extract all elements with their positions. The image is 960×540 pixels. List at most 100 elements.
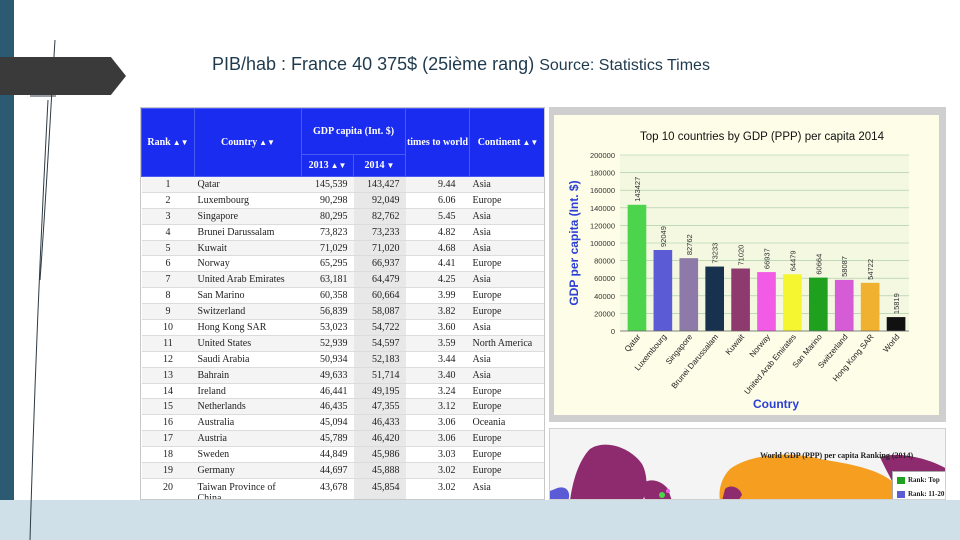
table-row: 2 Luxembourg 90,298 92,049 6.06 Europe: [141, 192, 544, 209]
column-header-rank[interactable]: Rank ▲▼: [141, 108, 195, 177]
bar: [627, 204, 647, 331]
table-row: 14 Ireland 46,441 49,195 3.24 Europe: [141, 383, 544, 400]
bar-value-label: 92049: [659, 226, 668, 247]
cell-gdp-2014: 82,762: [353, 208, 406, 225]
bar: [808, 277, 828, 331]
cell-gdp-2013: 145,539: [301, 176, 354, 193]
header-times-label: times to world: [406, 137, 469, 148]
cell-country: Singapore: [194, 208, 302, 225]
cell-rank: 20: [141, 478, 195, 499]
bar-value-label: 58087: [840, 256, 849, 277]
cell-rank: 7: [141, 271, 195, 289]
column-group-gdp: GDP capita (Int. $): [300, 108, 407, 155]
bar: [705, 266, 725, 331]
cell-continent: Asia: [469, 319, 544, 336]
y-tick-label: 100000: [590, 239, 615, 248]
bar: [783, 274, 802, 331]
cell-continent: Asia: [469, 478, 544, 499]
map-title: World GDP (PPP) per capita Ranking (2014…: [760, 451, 914, 460]
sort-icon: ▲▼: [172, 138, 189, 147]
cell-continent: Europe: [469, 303, 544, 321]
table-row: 6 Norway 65,295 66,937 4.41 Europe: [141, 255, 544, 273]
cell-continent: Asia: [469, 240, 544, 257]
cell-continent: Oceania: [469, 414, 544, 432]
bar-value-label: 15819: [892, 293, 901, 314]
bar: [834, 279, 854, 331]
legend-swatch: [897, 476, 905, 484]
cell-rank: 16: [141, 414, 195, 432]
header-2013-label: 2013: [308, 160, 329, 171]
cell-rank: 1: [141, 176, 195, 193]
cell-continent: North America: [469, 335, 544, 352]
cell-rank: 5: [141, 240, 195, 257]
cell-continent: Asia: [469, 351, 544, 368]
chart-panel: 0 20000 40000 60000 80000 100000 120000 140000 1…: [549, 107, 946, 422]
chart-title: Top 10 countries by GDP (PPP) per capita…: [640, 131, 885, 143]
table-row: 7 United Arab Emirates 63,181 64,479 4.25 Asi…: [141, 271, 544, 289]
map-panel: World GDP (PPP) per capita Ranking (2014…: [549, 428, 946, 500]
sort-icon: ▲▼: [330, 161, 347, 170]
x-tick-label: Kuwait: [724, 332, 747, 357]
cell-gdp-2014: 73,233: [353, 224, 406, 241]
gdp-table-panel: Rank ▲▼ Country ▲▼ GDP capita (Int. $) tim…: [140, 107, 545, 500]
column-header-country[interactable]: Country ▲▼: [194, 108, 302, 177]
table-row: 10 Hong Kong SAR 53,023 54,722 3.60 Asia: [141, 319, 544, 336]
cell-gdp-2014: 64,479: [353, 271, 406, 289]
y-tick-label: 60000: [594, 274, 615, 283]
slide-title-text: PIB/hab : France 40 375$ (25ième rang): [212, 54, 535, 74]
cell-gdp-2013: 44,849: [301, 446, 354, 464]
cell-country: Australia: [194, 414, 302, 432]
bar: [653, 249, 673, 331]
bar: [757, 272, 776, 331]
cell-gdp-2014: 45,888: [353, 462, 406, 479]
cell-gdp-2014: 49,195: [353, 383, 406, 400]
gdp-table-body: 1 Qatar 145,539 143,427 9.44 Asia 2 Luxembourg 9…: [141, 176, 544, 499]
cell-continent: Asia: [469, 176, 544, 193]
cell-country: San Marino: [194, 287, 302, 305]
cell-country: Ireland: [194, 383, 302, 400]
column-header-2013[interactable]: 2013 ▲▼: [301, 154, 354, 177]
cell-continent: Asia: [469, 271, 544, 289]
cell-gdp-2014: 60,664: [353, 287, 406, 305]
bar: [860, 282, 880, 331]
table-row: 4 Brunei Darussalam 73,823 73,233 4.82 Asia: [141, 224, 544, 241]
cell-rank: 4: [141, 224, 195, 241]
cell-times-to-world: 3.99: [405, 287, 470, 305]
cell-country: Sweden: [194, 446, 302, 464]
header-country-label: Country: [221, 137, 258, 148]
cell-gdp-2013: 44,697: [301, 462, 354, 479]
cell-gdp-2013: 80,295: [301, 208, 354, 225]
cell-continent: Europe: [469, 462, 544, 479]
cell-gdp-2013: 63,181: [301, 271, 354, 289]
bar-value-label: 66937: [763, 248, 772, 269]
cell-gdp-2014: 143,427: [353, 176, 406, 193]
cell-times-to-world: 3.40: [405, 367, 470, 384]
column-header-2014[interactable]: 2014 ▼: [352, 154, 407, 177]
legend-swatch: [897, 490, 905, 498]
table-row: 15 Netherlands 46,435 47,355 3.12 Europe: [141, 398, 544, 416]
cell-times-to-world: 3.02: [405, 478, 470, 499]
bar-value-label: 71020: [737, 245, 746, 266]
header-gdp-label: GDP capita (Int. $): [312, 126, 395, 137]
table-row: 13 Bahrain 49,633 51,714 3.40 Asia: [141, 367, 544, 384]
column-header-continent[interactable]: Continent ▲▼: [469, 108, 544, 177]
cell-country: United States: [194, 335, 302, 352]
cell-rank: 19: [141, 462, 195, 479]
column-header-times[interactable]: times to world: [405, 108, 471, 177]
cell-gdp-2013: 50,934: [301, 351, 354, 368]
cell-rank: 14: [141, 383, 195, 400]
table-row: 18 Sweden 44,849 45,986 3.03 Europe: [141, 446, 544, 464]
cell-country: Switzerland: [194, 303, 302, 321]
header-continent-label: Continent: [477, 137, 521, 148]
cell-country: Saudi Arabia: [194, 351, 302, 368]
cell-gdp-2013: 71,029: [301, 240, 354, 257]
bar-value-label: 60664: [814, 254, 823, 275]
x-axis-label: Country: [753, 397, 799, 411]
cell-gdp-2013: 45,789: [301, 430, 354, 448]
cell-gdp-2013: 49,633: [301, 367, 354, 384]
cell-rank: 6: [141, 255, 195, 273]
table-row: 16 Australia 45,094 46,433 3.06 Oceania: [141, 414, 544, 432]
cell-gdp-2014: 46,420: [353, 430, 406, 448]
cell-gdp-2014: 54,597: [353, 335, 406, 352]
x-tick-label: Brunei Darussalam: [670, 332, 721, 390]
